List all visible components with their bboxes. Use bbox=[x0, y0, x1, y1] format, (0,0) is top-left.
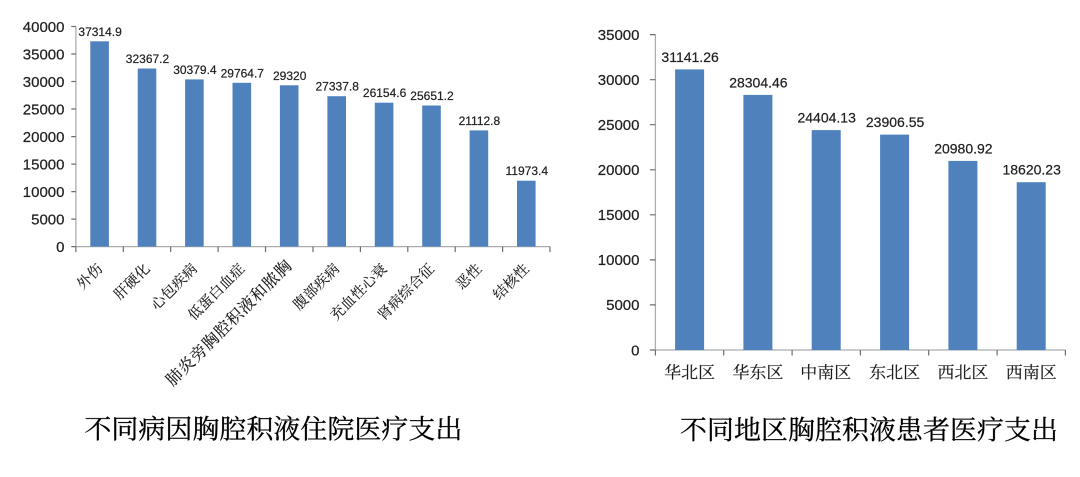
svg-text:20000: 20000 bbox=[598, 162, 640, 179]
svg-text:26154.6: 26154.6 bbox=[363, 86, 407, 100]
svg-text:30000: 30000 bbox=[23, 74, 65, 91]
svg-text:25000: 25000 bbox=[598, 117, 640, 134]
svg-text:29320: 29320 bbox=[273, 69, 307, 83]
svg-text:15000: 15000 bbox=[598, 207, 640, 224]
svg-text:10000: 10000 bbox=[23, 184, 65, 201]
svg-text:32367.2: 32367.2 bbox=[126, 52, 170, 66]
svg-text:10000: 10000 bbox=[598, 252, 640, 269]
svg-text:20000: 20000 bbox=[23, 129, 65, 146]
svg-text:5000: 5000 bbox=[606, 297, 639, 314]
svg-text:30000: 30000 bbox=[598, 72, 640, 89]
svg-text:5000: 5000 bbox=[31, 211, 64, 228]
svg-text:25000: 25000 bbox=[23, 101, 65, 118]
svg-text:40000: 40000 bbox=[23, 19, 65, 36]
svg-text:25651.2: 25651.2 bbox=[410, 89, 454, 103]
svg-text:27337.8: 27337.8 bbox=[316, 80, 360, 94]
svg-text:30379.4: 30379.4 bbox=[173, 63, 217, 77]
svg-text:0: 0 bbox=[56, 239, 64, 256]
svg-text:35000: 35000 bbox=[598, 27, 640, 44]
svg-text:21112.8: 21112.8 bbox=[459, 114, 501, 128]
svg-text:18620.23: 18620.23 bbox=[1002, 162, 1061, 178]
svg-text:28304.46: 28304.46 bbox=[729, 74, 788, 90]
svg-text:11973.4: 11973.4 bbox=[506, 164, 549, 178]
svg-text:31141.26: 31141.26 bbox=[661, 49, 719, 65]
svg-text:37314.9: 37314.9 bbox=[78, 25, 122, 39]
svg-text:20980.92: 20980.92 bbox=[934, 140, 993, 156]
svg-text:29764.7: 29764.7 bbox=[221, 66, 265, 80]
svg-text:35000: 35000 bbox=[23, 46, 65, 63]
svg-text:23906.55: 23906.55 bbox=[866, 114, 925, 130]
svg-text:24404.13: 24404.13 bbox=[797, 110, 856, 126]
svg-text:15000: 15000 bbox=[23, 156, 65, 173]
svg-text:0: 0 bbox=[631, 342, 639, 359]
